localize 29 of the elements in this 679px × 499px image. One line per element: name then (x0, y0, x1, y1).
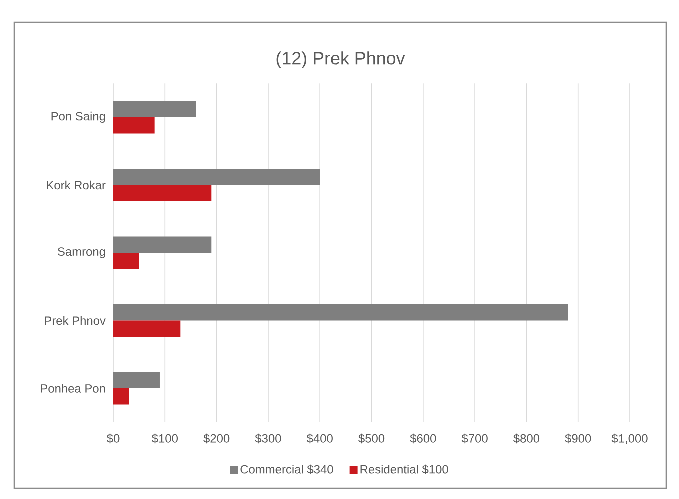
x-tick-label: $100 (152, 434, 178, 444)
bar (114, 372, 160, 389)
bar (114, 236, 212, 253)
y-tick-label: Kork Rokar (47, 180, 106, 190)
bar (114, 101, 196, 118)
x-tick-label: $600 (410, 434, 436, 444)
chart-title: (12) Prek Phnov (276, 52, 406, 68)
x-tick-label: $1,000 (612, 434, 648, 444)
y-tick-label: Pon Saing (52, 112, 106, 124)
bar (114, 185, 212, 202)
bar (114, 117, 155, 134)
x-tick-label: $700 (462, 434, 488, 444)
y-tick-label: Prek Phnov (45, 316, 106, 326)
x-tick-label: $900 (565, 434, 592, 444)
bar (114, 304, 568, 321)
bar (114, 168, 320, 186)
y-tick-label: Samrong (58, 248, 106, 258)
bar (114, 320, 181, 338)
x-tick-label: $0 (106, 434, 120, 444)
bar (114, 252, 140, 270)
bar (114, 388, 130, 405)
x-tick-label: $800 (514, 434, 540, 444)
x-tick-label: $300 (255, 434, 282, 444)
legend-label: Residential $100 (360, 464, 448, 474)
x-tick-label: $500 (358, 434, 385, 444)
x-tick-label: $400 (306, 434, 333, 444)
y-tick-label: Ponhea Pon (41, 384, 106, 393)
x-tick-label: $200 (204, 434, 230, 444)
legend-label: Commercial $340 (240, 464, 334, 474)
